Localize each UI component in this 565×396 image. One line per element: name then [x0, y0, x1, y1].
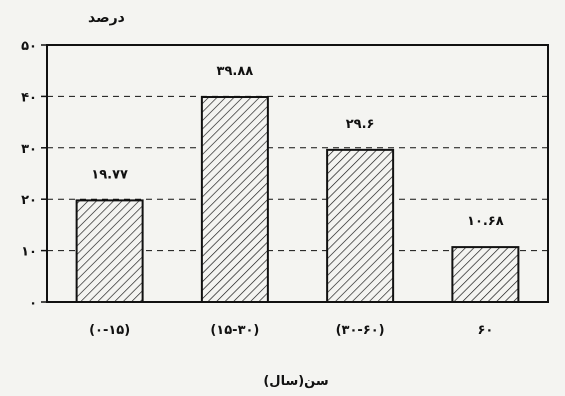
y-axis-label: درصد — [88, 10, 125, 26]
x-tick-label: (۱۵-۳۰) — [210, 323, 259, 338]
bar — [200, 96, 269, 303]
x-axis-ticks: (۰-۱۵) (۱۵-۳۰) (۳۰-۶۰) ۶۰ — [89, 323, 493, 338]
value-label: ۱۹.۷۷ — [91, 167, 128, 182]
x-axis-label: سن(سال) — [263, 374, 328, 389]
value-labels: ۱۹.۷۷ ۳۹.۸۸ ۲۹.۶ ۱۰.۶۸ — [91, 64, 503, 229]
y-tick-label: ۴۰ — [21, 90, 37, 105]
value-label: ۱۰.۶۸ — [467, 214, 504, 229]
y-tick-label: ۵۰ — [21, 39, 37, 54]
x-tick-label: (۳۰-۶۰) — [336, 323, 385, 338]
y-tick-label: ۱۰ — [21, 245, 37, 260]
y-tick-label: ۳۰ — [21, 142, 37, 157]
x-tick-label: ۶۰ — [477, 323, 493, 338]
bars — [75, 96, 520, 303]
bar — [75, 199, 144, 303]
x-tick-label: (۰-۱۵) — [89, 323, 130, 338]
y-axis-ticks: ۰ ۱۰ ۲۰ ۳۰ ۴۰ ۵۰ — [21, 39, 47, 311]
value-label: ۲۹.۶ — [346, 117, 375, 132]
plot-frame — [46, 44, 549, 303]
bar — [451, 246, 520, 303]
bar — [326, 148, 395, 303]
y-tick-label: ۲۰ — [21, 193, 37, 208]
value-label: ۳۹.۸۸ — [217, 64, 254, 79]
y-tick-label: ۰ — [29, 296, 37, 311]
